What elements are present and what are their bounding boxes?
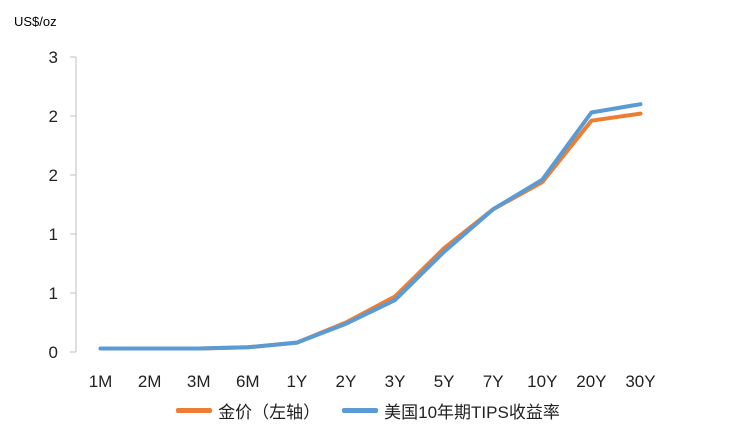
y-axis-unit-label: US$/oz bbox=[14, 14, 57, 29]
y-tick-label: 1 bbox=[49, 225, 58, 244]
x-tick-label: 2Y bbox=[336, 372, 357, 391]
y-tick-label: 2 bbox=[49, 166, 58, 185]
x-tick-label: 7Y bbox=[483, 372, 504, 391]
chart-legend: 金价（左轴） 美国10年期TIPS收益率 bbox=[0, 398, 736, 423]
x-tick-label: 5Y bbox=[434, 372, 455, 391]
x-tick-label: 1Y bbox=[286, 372, 307, 391]
x-tick-label: 10Y bbox=[527, 372, 557, 391]
x-tick-label: 3Y bbox=[385, 372, 406, 391]
y-tick-label: 2 bbox=[49, 107, 58, 126]
y-tick-label: 0 bbox=[49, 343, 58, 362]
legend-swatch-gold bbox=[176, 408, 213, 413]
x-tick-label: 30Y bbox=[625, 372, 655, 391]
x-tick-label: 3M bbox=[187, 372, 211, 391]
x-tick-label: 2M bbox=[138, 372, 162, 391]
legend-swatch-tips bbox=[342, 408, 379, 413]
legend-item-gold: 金价（左轴） bbox=[176, 398, 320, 423]
x-tick-label: 20Y bbox=[576, 372, 606, 391]
x-tick-label: 6M bbox=[236, 372, 260, 391]
legend-label-tips: 美国10年期TIPS收益率 bbox=[384, 403, 560, 422]
y-tick-label: 1 bbox=[49, 284, 58, 303]
y-tick-label: 3 bbox=[49, 48, 58, 67]
legend-item-tips: 美国10年期TIPS收益率 bbox=[342, 398, 560, 423]
legend-label-gold: 金价（左轴） bbox=[218, 403, 321, 422]
x-tick-label: 1M bbox=[89, 372, 113, 391]
series-line-tips bbox=[98, 102, 643, 351]
